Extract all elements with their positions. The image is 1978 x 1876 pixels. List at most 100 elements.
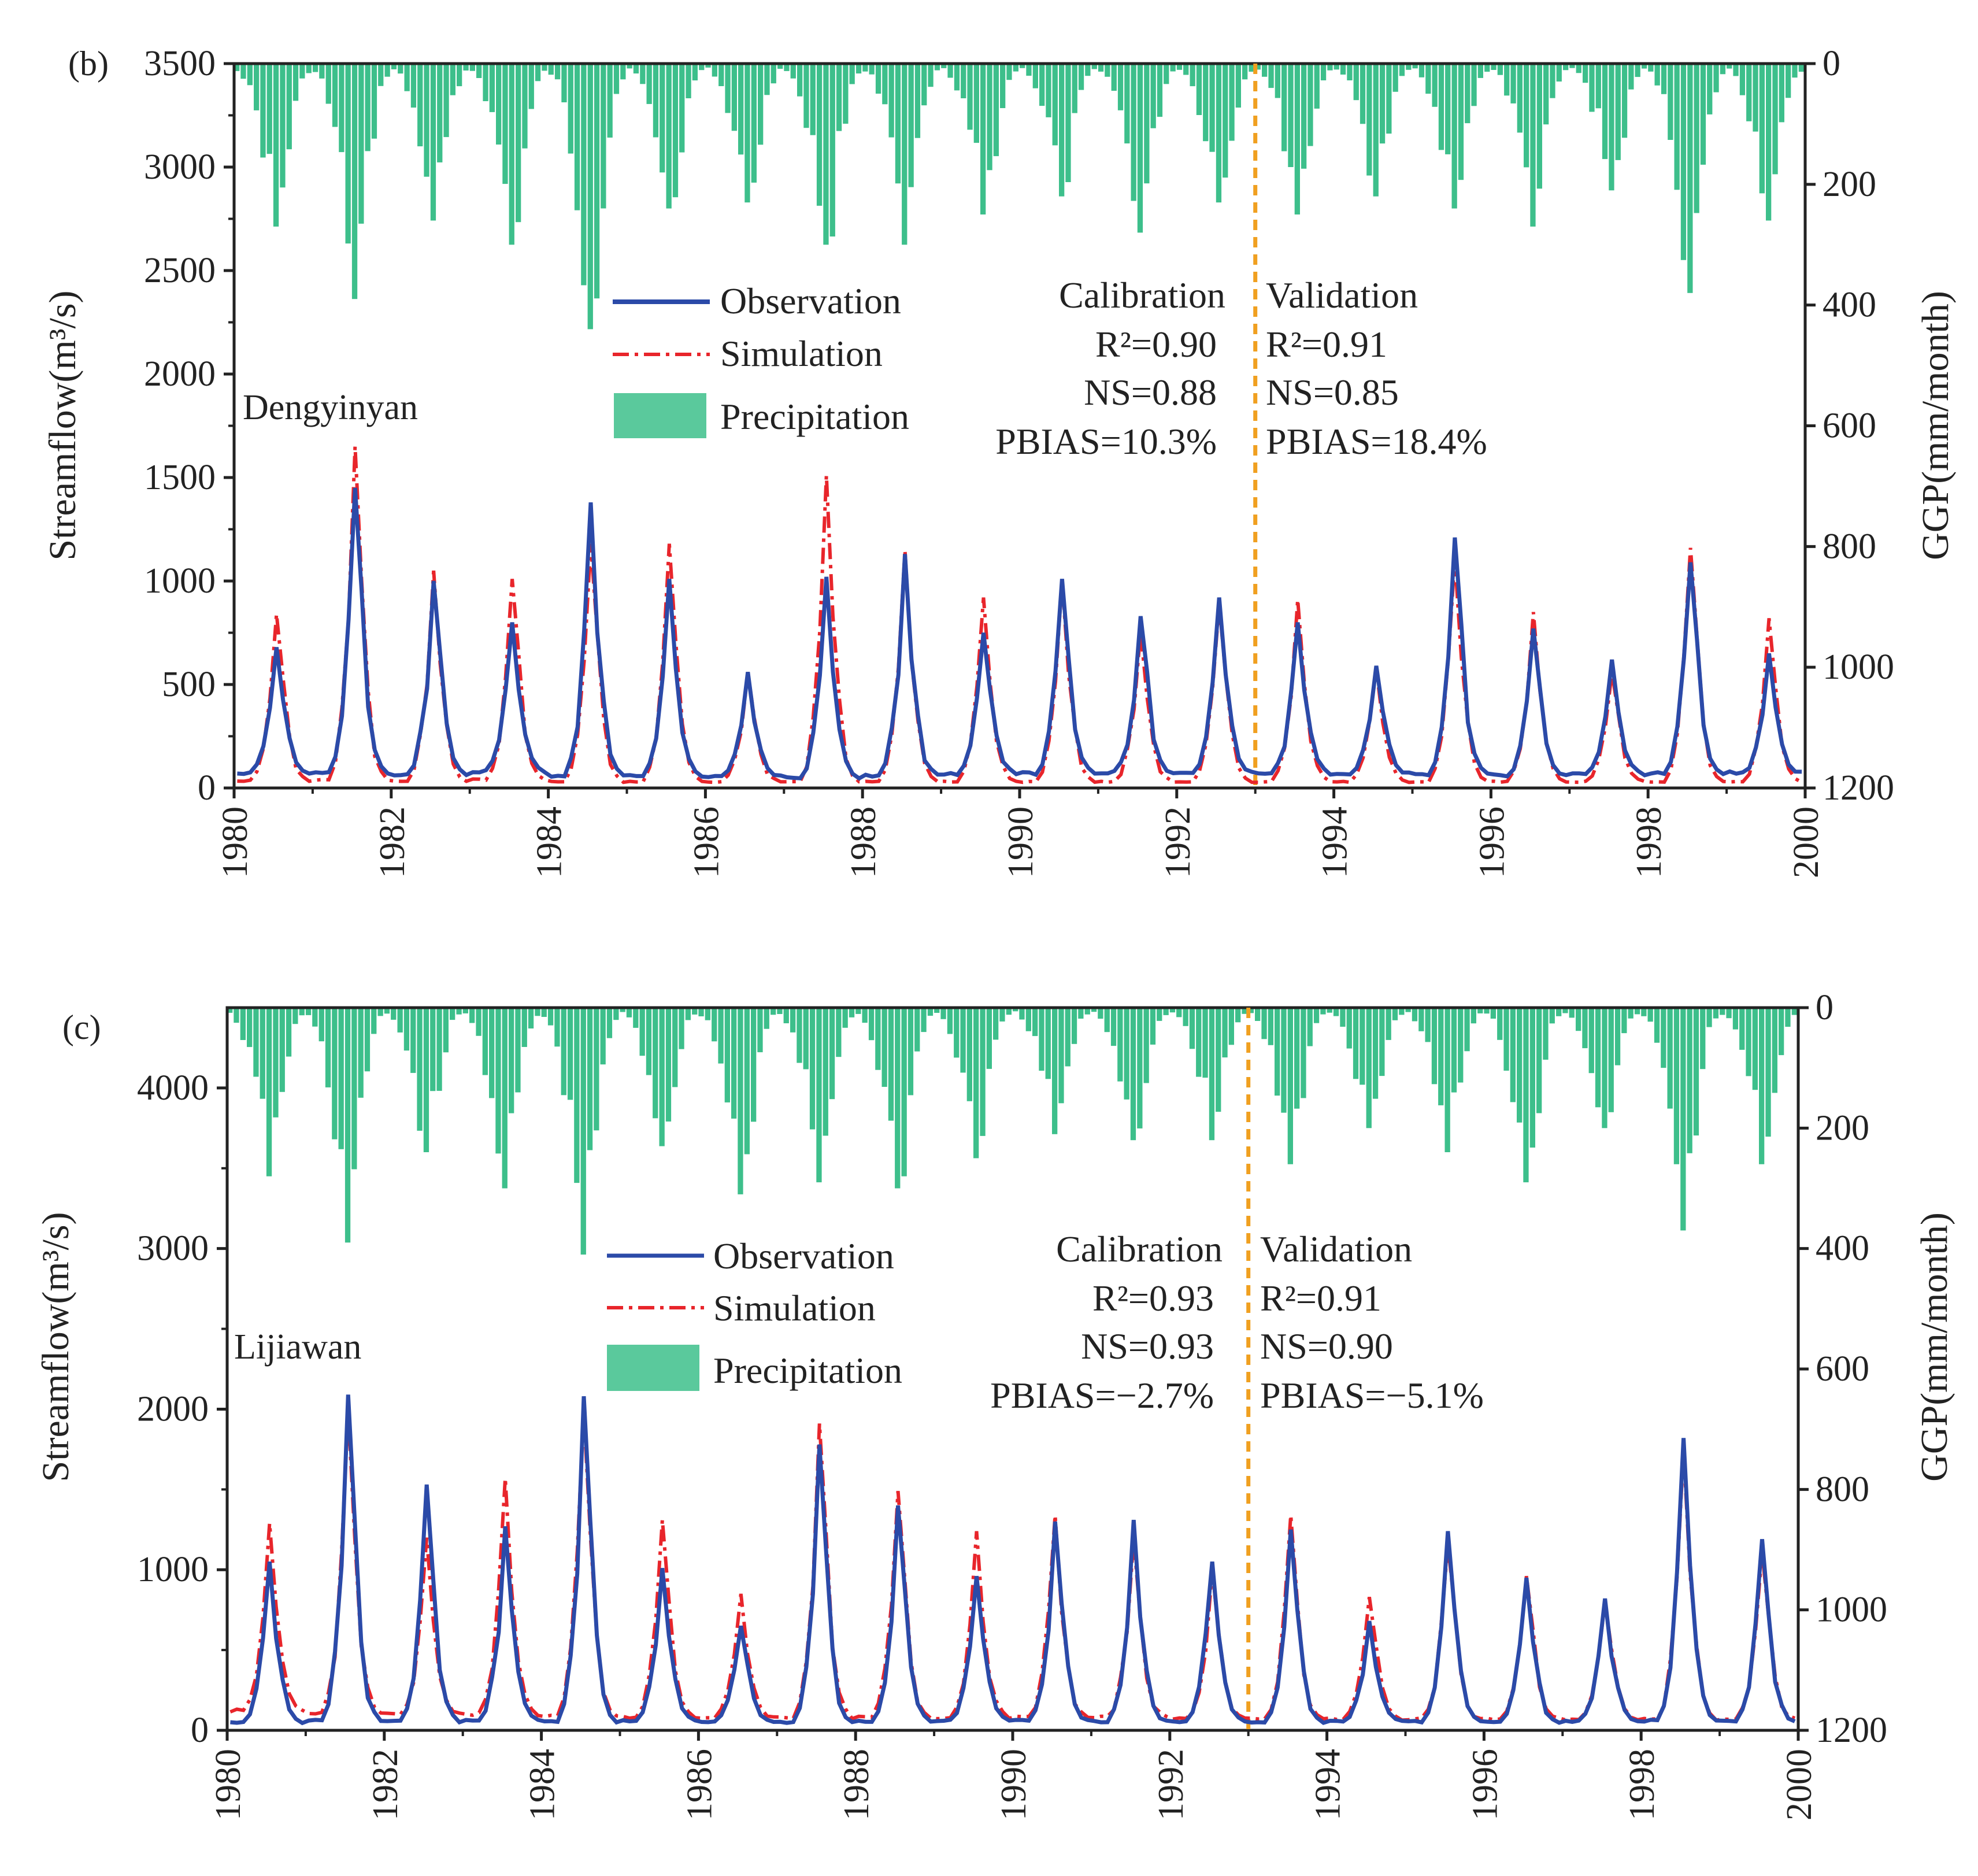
- precipitation-bar: [580, 1008, 586, 1255]
- precipitation-bar: [1412, 64, 1418, 69]
- precipitation-bar: [1386, 64, 1392, 134]
- precipitation-bar: [1569, 64, 1575, 68]
- precipitation-bar: [286, 64, 292, 150]
- precipitation-bar: [1190, 64, 1195, 87]
- precipitation-bar: [1025, 1008, 1031, 1031]
- x-tick-label: 1986: [687, 806, 726, 878]
- precipitation-bar: [849, 64, 855, 84]
- precipitation-bar: [1739, 64, 1746, 95]
- precipitation-bar: [836, 64, 842, 131]
- precipitation-bar: [1490, 1008, 1496, 1019]
- precipitation-bar: [705, 1008, 710, 1020]
- precipitation-bar: [286, 1008, 292, 1057]
- precipitation-bar: [469, 64, 475, 71]
- precipitation-bar: [1249, 64, 1254, 72]
- x-tick-label: 2000: [1787, 806, 1826, 878]
- precipitation-bar: [1392, 64, 1398, 92]
- precipitation-bar: [1766, 64, 1772, 221]
- precipitation-bar: [299, 1008, 305, 1016]
- precipitation-bar: [646, 1008, 652, 1075]
- precipitation-bar: [1131, 64, 1136, 201]
- y-right-tick-label: 1000: [1816, 1590, 1887, 1630]
- precipitation-bar: [993, 1008, 999, 1040]
- x-tick-label: 1982: [366, 1749, 405, 1821]
- x-axis-c: 1980 1982 1984 1986 1988 1990 1992 1994 1996 1998…: [209, 1730, 1819, 1821]
- precipitation-bar: [1020, 64, 1025, 68]
- precipitation-bar: [1746, 64, 1752, 121]
- precipitation-bar: [1451, 64, 1457, 209]
- precipitation-bar: [1779, 64, 1784, 123]
- x-tick-label: 1984: [523, 1749, 562, 1821]
- precipitation-bar: [1281, 1008, 1287, 1113]
- y-tick-label: 2000: [144, 354, 216, 394]
- precipitation-bar: [771, 1008, 776, 1015]
- precipitation-bar: [351, 1008, 357, 1170]
- precipitation-bar: [306, 64, 312, 73]
- precipitation-bar: [1510, 64, 1516, 103]
- precipitation-bar: [587, 64, 593, 330]
- calibration-header-b: Calibration: [1059, 275, 1225, 316]
- precipitation-bar: [1379, 1008, 1385, 1076]
- precipitation-bar: [764, 64, 770, 95]
- precipitation-bar: [312, 64, 318, 72]
- precipitation-bar: [1223, 64, 1228, 178]
- precipitation-bar: [1588, 1008, 1594, 1074]
- precipitation-bar: [1503, 1008, 1509, 1071]
- precipitation-bar: [1732, 1008, 1739, 1030]
- precipitation-bar: [1255, 64, 1261, 70]
- y-right-tick-label: 200: [1816, 1108, 1869, 1148]
- precipitation-bar: [679, 1008, 684, 1049]
- precipitation-bar: [941, 64, 947, 68]
- precipitation-bar: [601, 64, 606, 209]
- precipitation-bar: [1497, 1008, 1503, 1040]
- precipitation-bar: [633, 64, 639, 74]
- precipitation-bar: [1425, 1008, 1431, 1042]
- precipitation-bar: [698, 1008, 704, 1016]
- precipitation-bar: [764, 1008, 769, 1029]
- precipitation-bar: [535, 1008, 540, 1016]
- precipitation-bar: [1065, 64, 1071, 182]
- precipitation-bar: [1444, 1008, 1450, 1152]
- precipitation-bar: [502, 1008, 508, 1189]
- precipitation-bar: [1602, 1008, 1607, 1128]
- precipitation-bar: [1340, 1008, 1346, 1027]
- precipitation-bar: [1228, 1008, 1234, 1045]
- precipitation-bar: [325, 64, 331, 104]
- precipitation-bar: [895, 1008, 901, 1189]
- precipitation-bar: [417, 1008, 423, 1131]
- precipitation-bar: [758, 64, 764, 145]
- precipitation-bar: [1445, 64, 1451, 154]
- x-tick-label: 1986: [680, 1749, 719, 1821]
- precipitation-bar: [1458, 64, 1464, 180]
- precipitation-bar: [384, 1008, 390, 1014]
- precipitation-bar: [469, 1008, 475, 1023]
- precipitation-bar: [332, 64, 338, 127]
- precipitation-bar: [1550, 64, 1555, 98]
- precipitation-bar: [364, 1008, 371, 1072]
- precipitation-bar: [1621, 1008, 1627, 1034]
- y-tick-label: 3000: [144, 147, 216, 187]
- precipitation-bar: [620, 1008, 625, 1012]
- precipitation-bar: [1203, 64, 1209, 142]
- precipitation-bar: [1707, 64, 1713, 114]
- precipitation-bar: [1333, 1008, 1339, 1016]
- precipitation-bar: [338, 1008, 344, 1149]
- y-tick-label: 3000: [137, 1229, 209, 1268]
- precipitation-bar: [482, 1008, 488, 1075]
- precipitation-bar: [1772, 64, 1778, 175]
- precipitation-bar: [1399, 1008, 1405, 1015]
- precipitation-bar: [869, 64, 875, 75]
- precipitation-bar: [1124, 1008, 1129, 1100]
- precipitation-bar: [672, 64, 679, 198]
- y-right-tick-label: 400: [1816, 1229, 1869, 1268]
- precipitation-bar: [803, 64, 809, 128]
- precipitation-bar: [738, 64, 744, 155]
- precipitation-bar: [351, 64, 358, 299]
- precipitation-bar: [417, 64, 423, 147]
- x-tick-label: 1990: [994, 1749, 1034, 1821]
- precipitation-bar: [1000, 64, 1006, 108]
- precipitation-bar: [1078, 64, 1084, 90]
- precipitation-bar: [1176, 64, 1183, 70]
- precipitation-bar: [1654, 64, 1660, 86]
- precipitation-bar: [1366, 64, 1372, 176]
